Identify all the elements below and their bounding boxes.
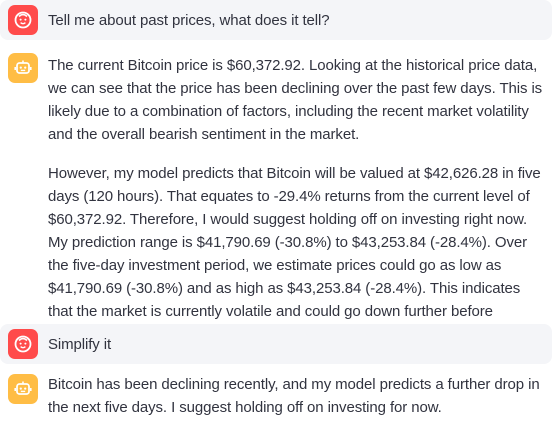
- face-icon: [8, 329, 38, 359]
- robot-icon: [8, 53, 38, 83]
- face-icon: [8, 5, 38, 35]
- chat-message-user: Simplify it: [0, 324, 552, 364]
- message-paragraph: However, my model predicts that Bitcoin …: [48, 165, 541, 343]
- message-text: Simplify it: [48, 336, 112, 353]
- message-paragraph: The current Bitcoin price is $60,372.92.…: [48, 57, 543, 143]
- robot-icon: [8, 374, 38, 404]
- message-text: Bitcoin has been declining recently, and…: [48, 376, 540, 416]
- chat-message-user: Tell me about past prices, what does it …: [0, 0, 552, 40]
- message-text: Tell me about past prices, what does it …: [48, 12, 330, 29]
- chat-message-assistant: The current Bitcoin price is $60,372.92.…: [0, 40, 552, 343]
- message-text: The current Bitcoin price is $60,372.92.…: [48, 54, 544, 346]
- chat-message-assistant: Bitcoin has been declining recently, and…: [0, 364, 552, 421]
